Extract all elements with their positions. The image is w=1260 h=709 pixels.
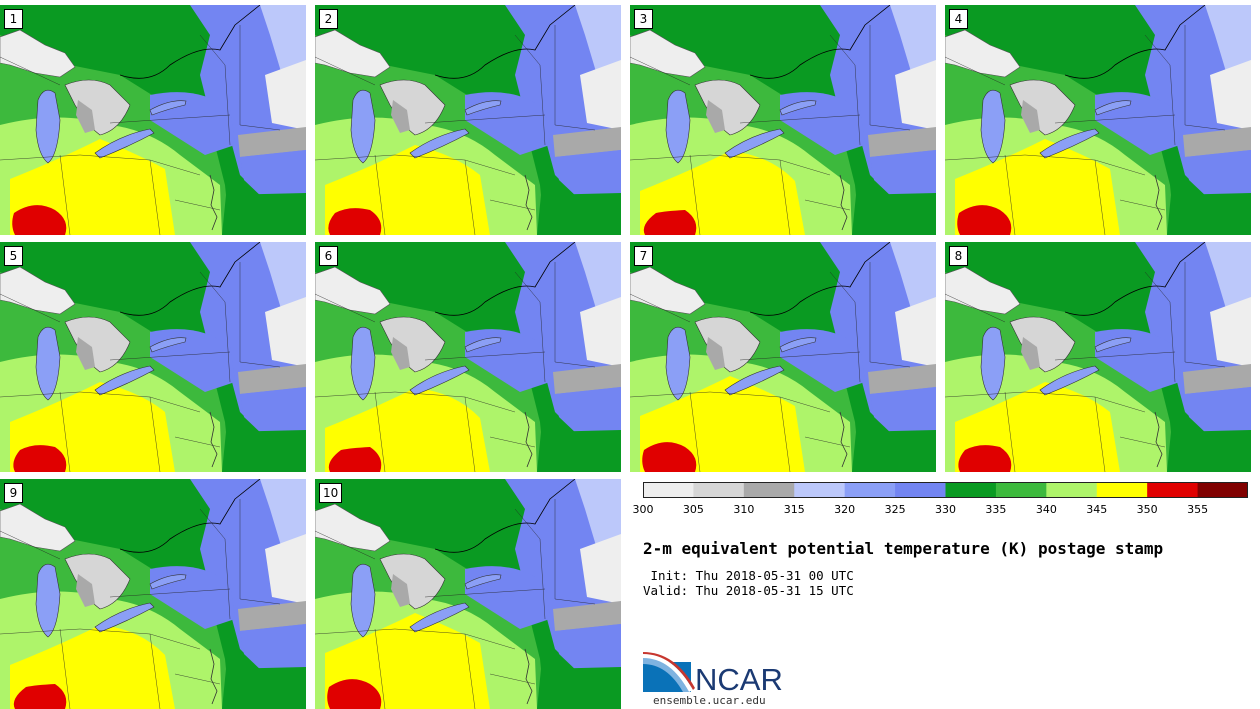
theta-e-map — [315, 242, 621, 472]
member-number-label: 7 — [634, 246, 653, 266]
colorbar-segment — [643, 482, 694, 498]
colorbar-tick-label: 355 — [1187, 503, 1209, 516]
theta-e-map — [945, 5, 1251, 235]
valid-time: Valid: Thu 2018-05-31 15 UTC — [643, 583, 854, 598]
colorbar-tick-label: 320 — [834, 503, 856, 516]
theta-e-map — [630, 5, 936, 235]
member-number-label: 6 — [319, 246, 338, 266]
postage-stamp-panel: 5 — [0, 242, 306, 472]
colorbar-segment — [844, 482, 896, 498]
member-number-label: 2 — [319, 9, 338, 29]
theta-e-map — [315, 5, 621, 235]
logo-url: ensemble.ucar.edu — [653, 694, 766, 707]
colorbar-segment — [1197, 482, 1248, 498]
member-number-label: 1 — [4, 9, 23, 29]
postage-stamp-panel: 1 — [0, 5, 306, 235]
postage-stamp-panel: 3 — [630, 5, 936, 235]
colorbar-tick-label: 350 — [1136, 503, 1158, 516]
theta-e-map — [945, 242, 1251, 472]
colorbar-tick-label: 300 — [632, 503, 654, 516]
colorbar-segment — [1046, 482, 1098, 498]
colorbar-segment — [945, 482, 997, 498]
theta-e-map — [0, 479, 306, 709]
theta-e-map — [315, 479, 621, 709]
colorbar-segment — [1147, 482, 1199, 498]
member-number-label: 5 — [4, 246, 23, 266]
member-number-label: 10 — [319, 483, 343, 503]
colorbar-tick-label: 345 — [1086, 503, 1108, 516]
postage-stamp-panel: 8 — [945, 242, 1251, 472]
postage-stamp-panel: 4 — [945, 5, 1251, 235]
plot-title: 2-m equivalent potential temperature (K)… — [643, 539, 1164, 558]
init-time: Init: Thu 2018-05-31 00 UTC — [643, 568, 854, 583]
colorbar-tick-label: 305 — [682, 503, 704, 516]
theta-e-map — [0, 242, 306, 472]
colorbar-tick-label: 310 — [733, 503, 755, 516]
postage-stamp-panel: 7 — [630, 242, 936, 472]
colorbar-tick-label: 325 — [884, 503, 906, 516]
postage-stamp-panel: 2 — [315, 5, 621, 235]
colorbar-tick-label: 315 — [783, 503, 805, 516]
member-number-label: 8 — [949, 246, 968, 266]
postage-stamp-panel: 6 — [315, 242, 621, 472]
postage-stamp-panel: 10 — [315, 479, 621, 709]
ncar-logo: NCAR — [643, 652, 783, 694]
theta-e-map — [0, 5, 306, 235]
colorbar-segment — [693, 482, 745, 498]
colorbar-tick-label: 330 — [935, 503, 956, 516]
member-number-label: 4 — [949, 9, 968, 29]
postage-stamp-panel: 9 — [0, 479, 306, 709]
colorbar-segment — [995, 482, 1047, 498]
colorbar-segment — [1096, 482, 1148, 498]
colorbar-tick-label: 340 — [1035, 503, 1057, 516]
colorbar-segment — [743, 482, 795, 498]
member-number-label: 3 — [634, 9, 653, 29]
colorbar-segment — [895, 482, 946, 498]
theta-e-map — [630, 242, 936, 472]
colorbar-tick-label: 335 — [985, 503, 1007, 516]
member-number-label: 9 — [4, 483, 23, 503]
colorbar-segment — [794, 482, 846, 498]
ncar-logo-text: NCAR — [695, 662, 783, 694]
colorbar — [643, 482, 1248, 498]
